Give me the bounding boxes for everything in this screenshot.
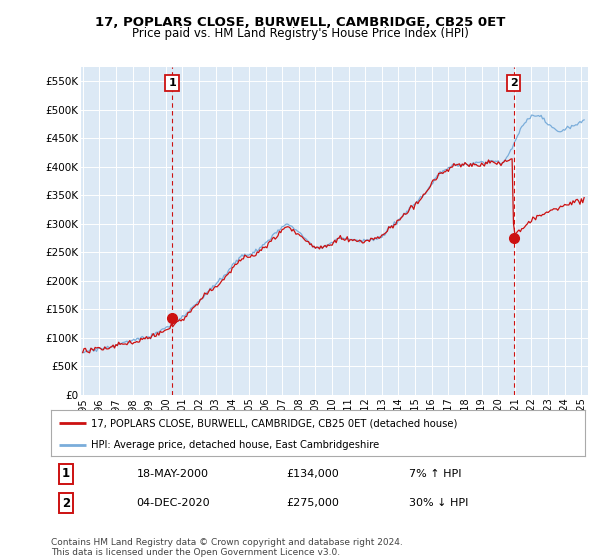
Text: 18-MAY-2000: 18-MAY-2000 [136, 469, 208, 479]
Text: 7% ↑ HPI: 7% ↑ HPI [409, 469, 461, 479]
Text: 1: 1 [168, 78, 176, 88]
Text: £275,000: £275,000 [286, 498, 339, 508]
Text: 30% ↓ HPI: 30% ↓ HPI [409, 498, 468, 508]
Text: HPI: Average price, detached house, East Cambridgeshire: HPI: Average price, detached house, East… [91, 440, 379, 450]
Text: Contains HM Land Registry data © Crown copyright and database right 2024.
This d: Contains HM Land Registry data © Crown c… [51, 538, 403, 557]
Text: 17, POPLARS CLOSE, BURWELL, CAMBRIDGE, CB25 0ET (detached house): 17, POPLARS CLOSE, BURWELL, CAMBRIDGE, C… [91, 418, 457, 428]
Text: 2: 2 [509, 78, 517, 88]
Text: 17, POPLARS CLOSE, BURWELL, CAMBRIDGE, CB25 0ET: 17, POPLARS CLOSE, BURWELL, CAMBRIDGE, C… [95, 16, 505, 29]
Text: 04-DEC-2020: 04-DEC-2020 [136, 498, 210, 508]
Text: £134,000: £134,000 [286, 469, 339, 479]
Text: 1: 1 [62, 468, 70, 480]
Text: Price paid vs. HM Land Registry's House Price Index (HPI): Price paid vs. HM Land Registry's House … [131, 27, 469, 40]
Text: 2: 2 [62, 497, 70, 510]
